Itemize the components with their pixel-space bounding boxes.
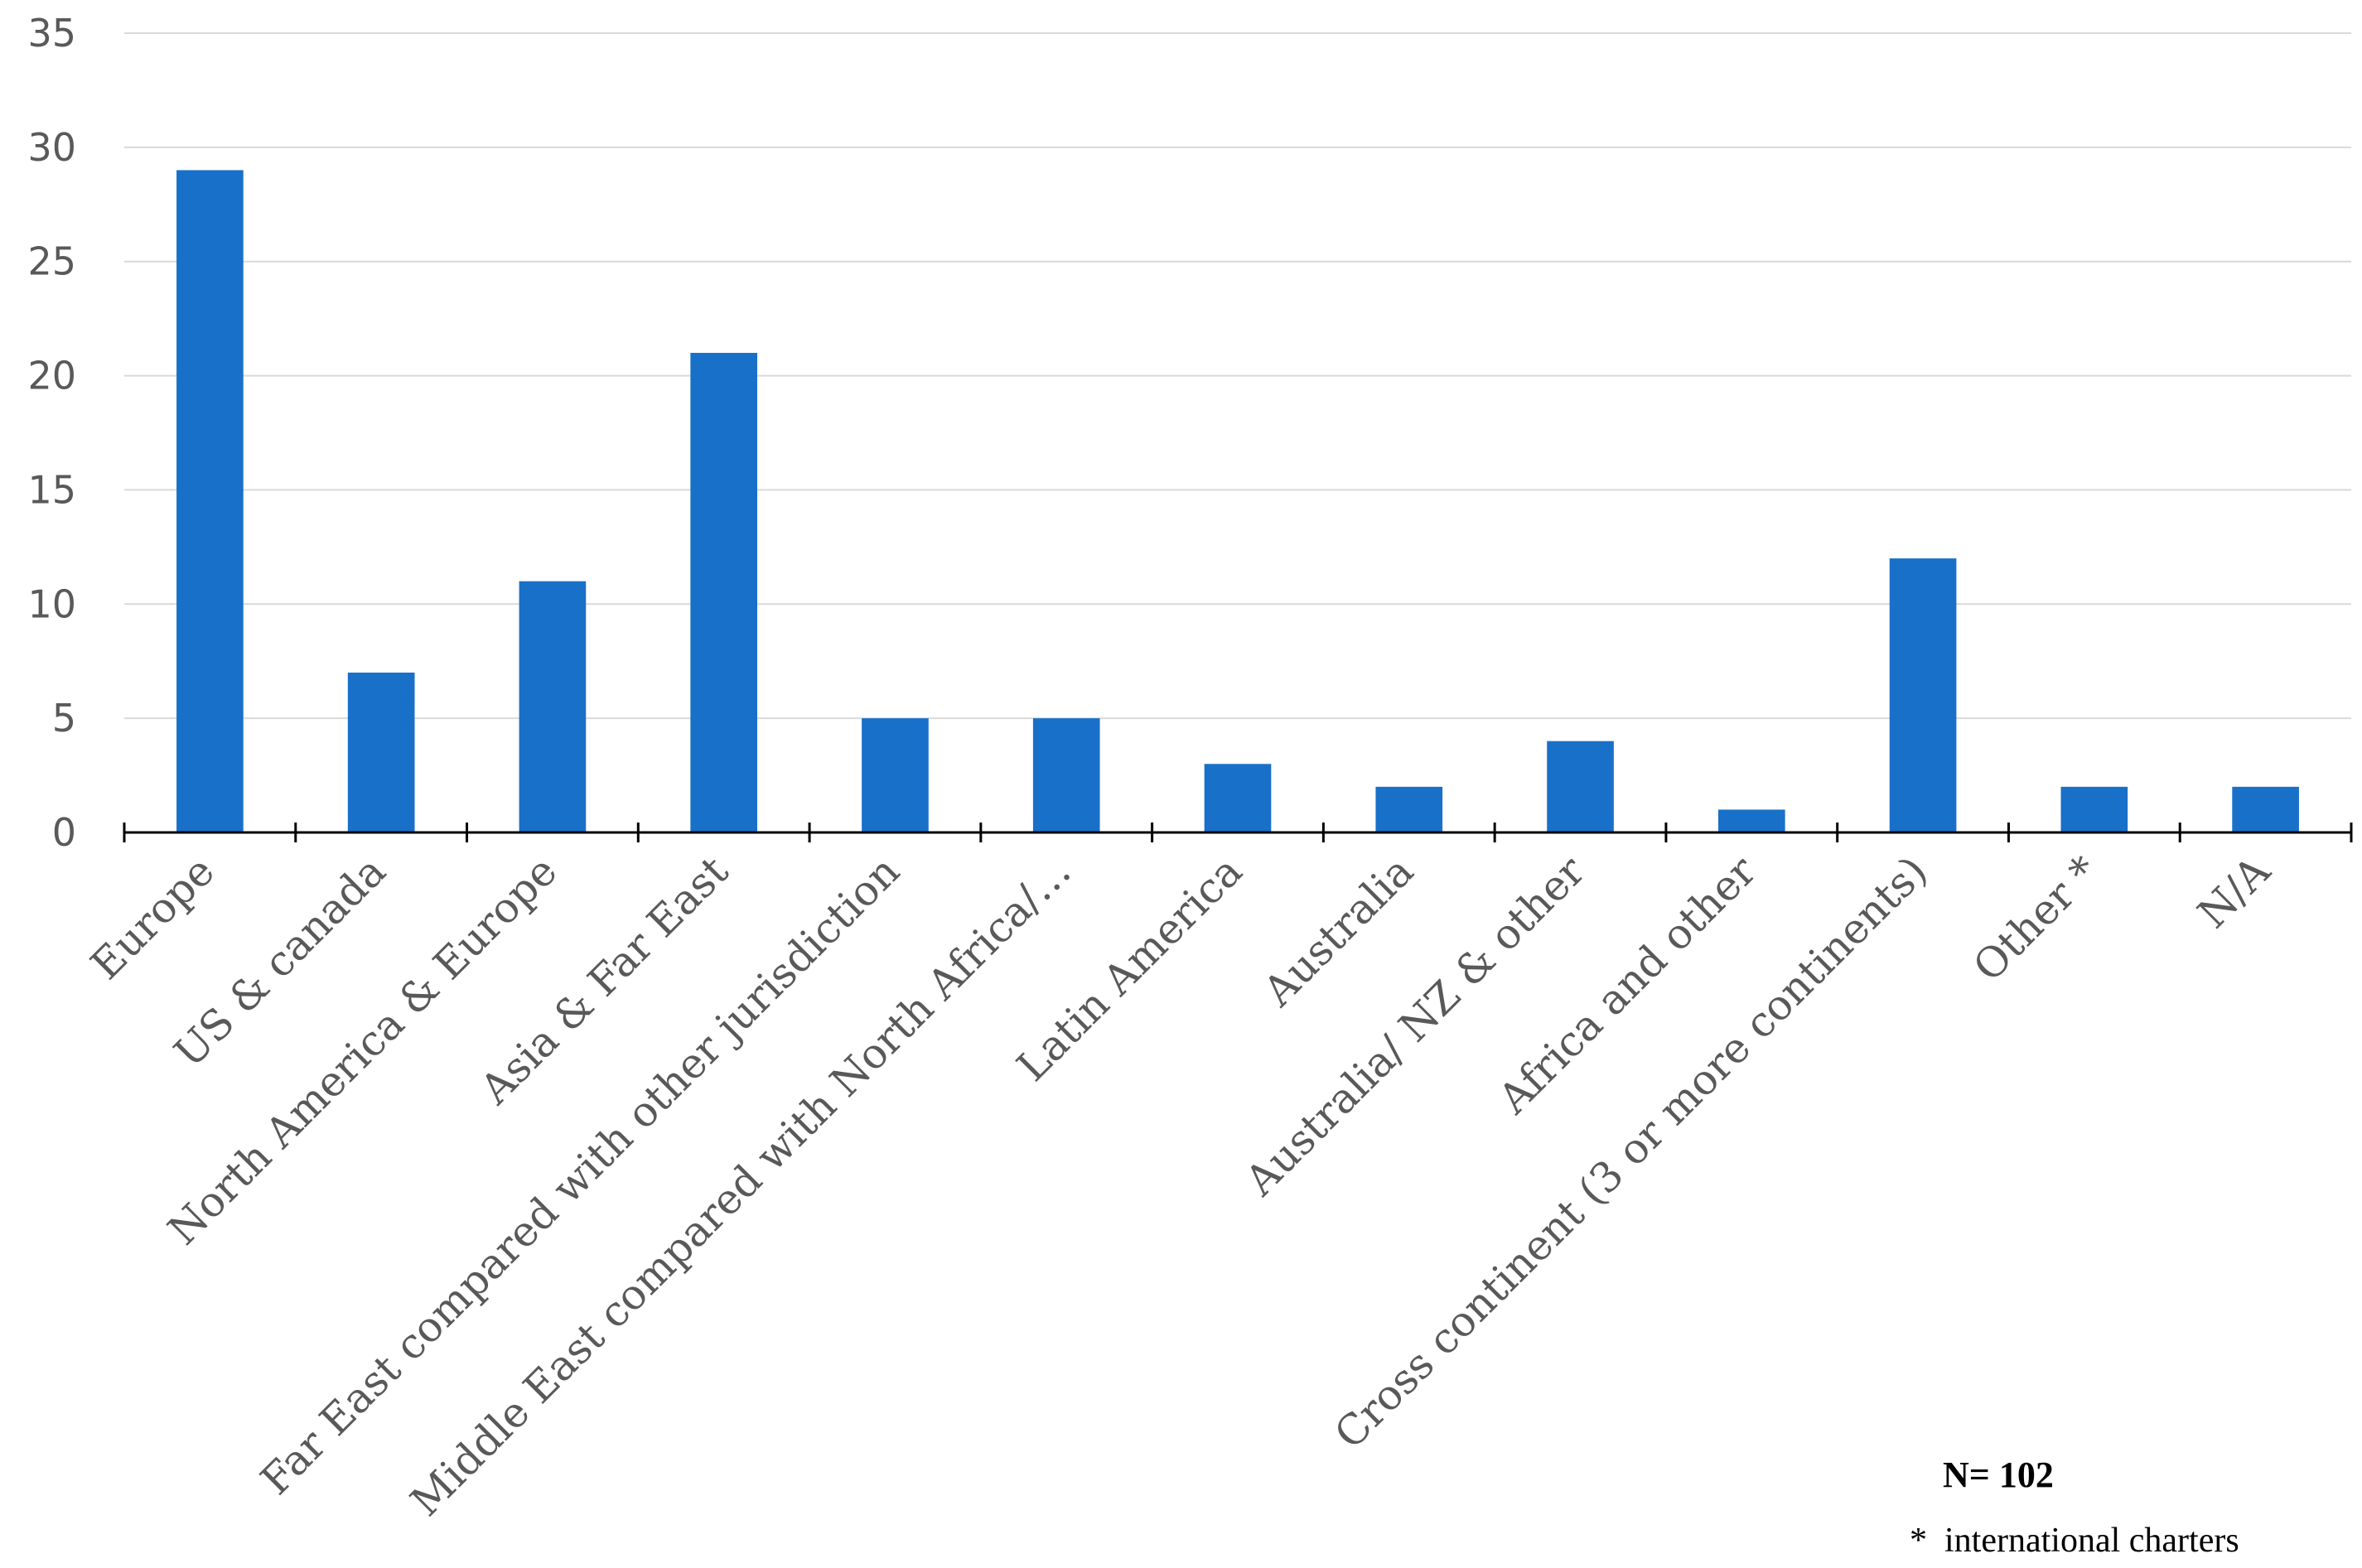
y-axis-ticks: 0 5 10 15 20 25 30 35 [27, 11, 76, 855]
x-tick-label: Other * [1964, 847, 2108, 991]
bar [2232, 786, 2299, 832]
bar [347, 673, 415, 832]
y-tick-label: 0 [52, 810, 76, 855]
x-tick-label: Cross continent (3 or more continents) [1326, 847, 1937, 1458]
bar [690, 353, 758, 832]
bar [1717, 809, 1785, 832]
x-tick-label: N/A [2189, 847, 2280, 938]
y-tick-label: 25 [27, 239, 76, 284]
x-axis [123, 823, 2353, 842]
x-tick-label: Australia [1253, 847, 1423, 1016]
bar [1889, 558, 1957, 832]
y-tick-label: 10 [27, 581, 76, 626]
bar [1204, 764, 1272, 832]
bar [862, 718, 929, 832]
x-tick-label: Far East compared with other jurisdictio… [252, 847, 909, 1503]
x-tick-label: Europe [82, 847, 224, 988]
bar [1547, 741, 1614, 832]
x-tick-label: Australia/ NZ & other [1235, 847, 1594, 1205]
x-tick-label: Middle East compared with North Africa/… [401, 847, 1080, 1525]
y-tick-label: 5 [52, 696, 76, 741]
bar [1032, 718, 1100, 832]
bars [176, 170, 2299, 832]
y-tick-label: 35 [27, 11, 76, 55]
sample-size-note: N= 102 [1943, 1455, 2054, 1495]
bar [1375, 786, 1443, 832]
bar [519, 581, 587, 832]
bar [2060, 786, 2128, 832]
y-tick-label: 15 [27, 467, 76, 512]
bar [176, 170, 244, 832]
y-tick-label: 30 [27, 125, 76, 170]
y-tick-label: 20 [27, 354, 76, 398]
gridlines [124, 32, 2351, 720]
footnote-international-charters: * international charters [1910, 1522, 2239, 1560]
